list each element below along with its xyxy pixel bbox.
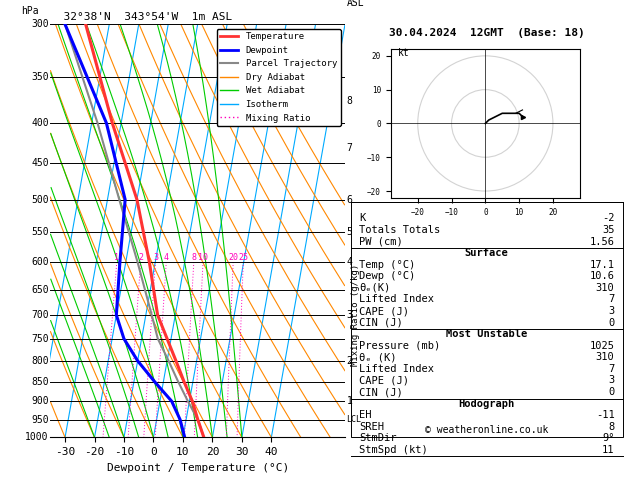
X-axis label: Dewpoint / Temperature (°C): Dewpoint / Temperature (°C) — [106, 463, 289, 473]
Text: 32°38'N  343°54'W  1m ASL: 32°38'N 343°54'W 1m ASL — [50, 12, 233, 22]
Text: Lifted Index: Lifted Index — [359, 364, 434, 374]
Text: Mixing Ratio (g/kg): Mixing Ratio (g/kg) — [351, 264, 360, 366]
Text: Temp (°C): Temp (°C) — [359, 260, 415, 270]
Text: 1: 1 — [114, 253, 120, 262]
Text: LCL: LCL — [347, 416, 362, 424]
Text: Dewp (°C): Dewp (°C) — [359, 271, 415, 281]
Text: 800: 800 — [31, 356, 49, 366]
Text: 3: 3 — [608, 306, 615, 316]
Text: PW (cm): PW (cm) — [359, 237, 403, 246]
Text: 9°: 9° — [602, 434, 615, 443]
Text: Hodograph: Hodograph — [459, 399, 515, 409]
Text: 7: 7 — [608, 364, 615, 374]
Text: 5: 5 — [347, 227, 352, 237]
Text: Pressure (mb): Pressure (mb) — [359, 341, 440, 351]
Text: 3: 3 — [153, 253, 158, 262]
Text: kt: kt — [398, 48, 409, 58]
Text: 2: 2 — [138, 253, 143, 262]
Text: 300: 300 — [31, 19, 49, 29]
Text: 10.6: 10.6 — [589, 271, 615, 281]
Bar — [351, 202, 623, 437]
Text: -11: -11 — [596, 410, 615, 420]
Text: θₑ (K): θₑ (K) — [359, 352, 396, 362]
Text: 1.56: 1.56 — [589, 237, 615, 246]
Text: 30.04.2024  12GMT  (Base: 18): 30.04.2024 12GMT (Base: 18) — [389, 29, 584, 38]
Text: Lifted Index: Lifted Index — [359, 295, 434, 304]
Text: 350: 350 — [31, 72, 49, 82]
Text: 17.1: 17.1 — [589, 260, 615, 270]
Text: CAPE (J): CAPE (J) — [359, 376, 409, 385]
Text: 8: 8 — [347, 96, 352, 106]
Text: 7: 7 — [347, 143, 352, 153]
Text: 900: 900 — [31, 396, 49, 406]
Text: 6: 6 — [347, 194, 352, 205]
Text: 650: 650 — [31, 285, 49, 295]
Text: StmDir: StmDir — [359, 434, 396, 443]
Text: 310: 310 — [596, 283, 615, 293]
Text: 3: 3 — [347, 310, 352, 320]
Text: 0: 0 — [608, 318, 615, 328]
Text: Most Unstable: Most Unstable — [446, 329, 527, 339]
Text: 1025: 1025 — [589, 341, 615, 351]
Text: 500: 500 — [31, 194, 49, 205]
Text: 20: 20 — [228, 253, 238, 262]
Text: © weatheronline.co.uk: © weatheronline.co.uk — [425, 425, 548, 435]
Text: 950: 950 — [31, 415, 49, 425]
Text: 10: 10 — [198, 253, 208, 262]
Text: 7: 7 — [608, 295, 615, 304]
Text: 4: 4 — [347, 257, 352, 267]
Text: hPa: hPa — [21, 6, 38, 16]
Legend: Temperature, Dewpoint, Parcel Trajectory, Dry Adiabat, Wet Adiabat, Isotherm, Mi: Temperature, Dewpoint, Parcel Trajectory… — [216, 29, 340, 126]
Text: 550: 550 — [31, 227, 49, 237]
Text: 3: 3 — [608, 376, 615, 385]
Text: -2: -2 — [602, 213, 615, 224]
Text: 400: 400 — [31, 118, 49, 128]
Text: Surface: Surface — [465, 248, 509, 258]
Text: 310: 310 — [596, 352, 615, 362]
Text: CAPE (J): CAPE (J) — [359, 306, 409, 316]
Text: 11: 11 — [602, 445, 615, 455]
Text: 8: 8 — [191, 253, 196, 262]
Text: 4: 4 — [164, 253, 169, 262]
Text: CIN (J): CIN (J) — [359, 318, 403, 328]
Text: 1: 1 — [347, 396, 352, 406]
Text: StmSpd (kt): StmSpd (kt) — [359, 445, 428, 455]
Text: 8: 8 — [608, 422, 615, 432]
Text: θₑ(K): θₑ(K) — [359, 283, 390, 293]
Text: 2: 2 — [347, 356, 352, 366]
Text: 600: 600 — [31, 257, 49, 267]
Text: 750: 750 — [31, 334, 49, 344]
Text: EH: EH — [359, 410, 371, 420]
Text: km
ASL: km ASL — [347, 0, 364, 8]
Text: Totals Totals: Totals Totals — [359, 225, 440, 235]
Text: 25: 25 — [238, 253, 248, 262]
Text: K: K — [359, 213, 365, 224]
Text: CIN (J): CIN (J) — [359, 387, 403, 397]
Text: 450: 450 — [31, 158, 49, 169]
Text: 1000: 1000 — [25, 433, 49, 442]
Text: 35: 35 — [602, 225, 615, 235]
Text: SREH: SREH — [359, 422, 384, 432]
Text: 850: 850 — [31, 377, 49, 387]
Text: 700: 700 — [31, 310, 49, 320]
Text: 0: 0 — [608, 387, 615, 397]
